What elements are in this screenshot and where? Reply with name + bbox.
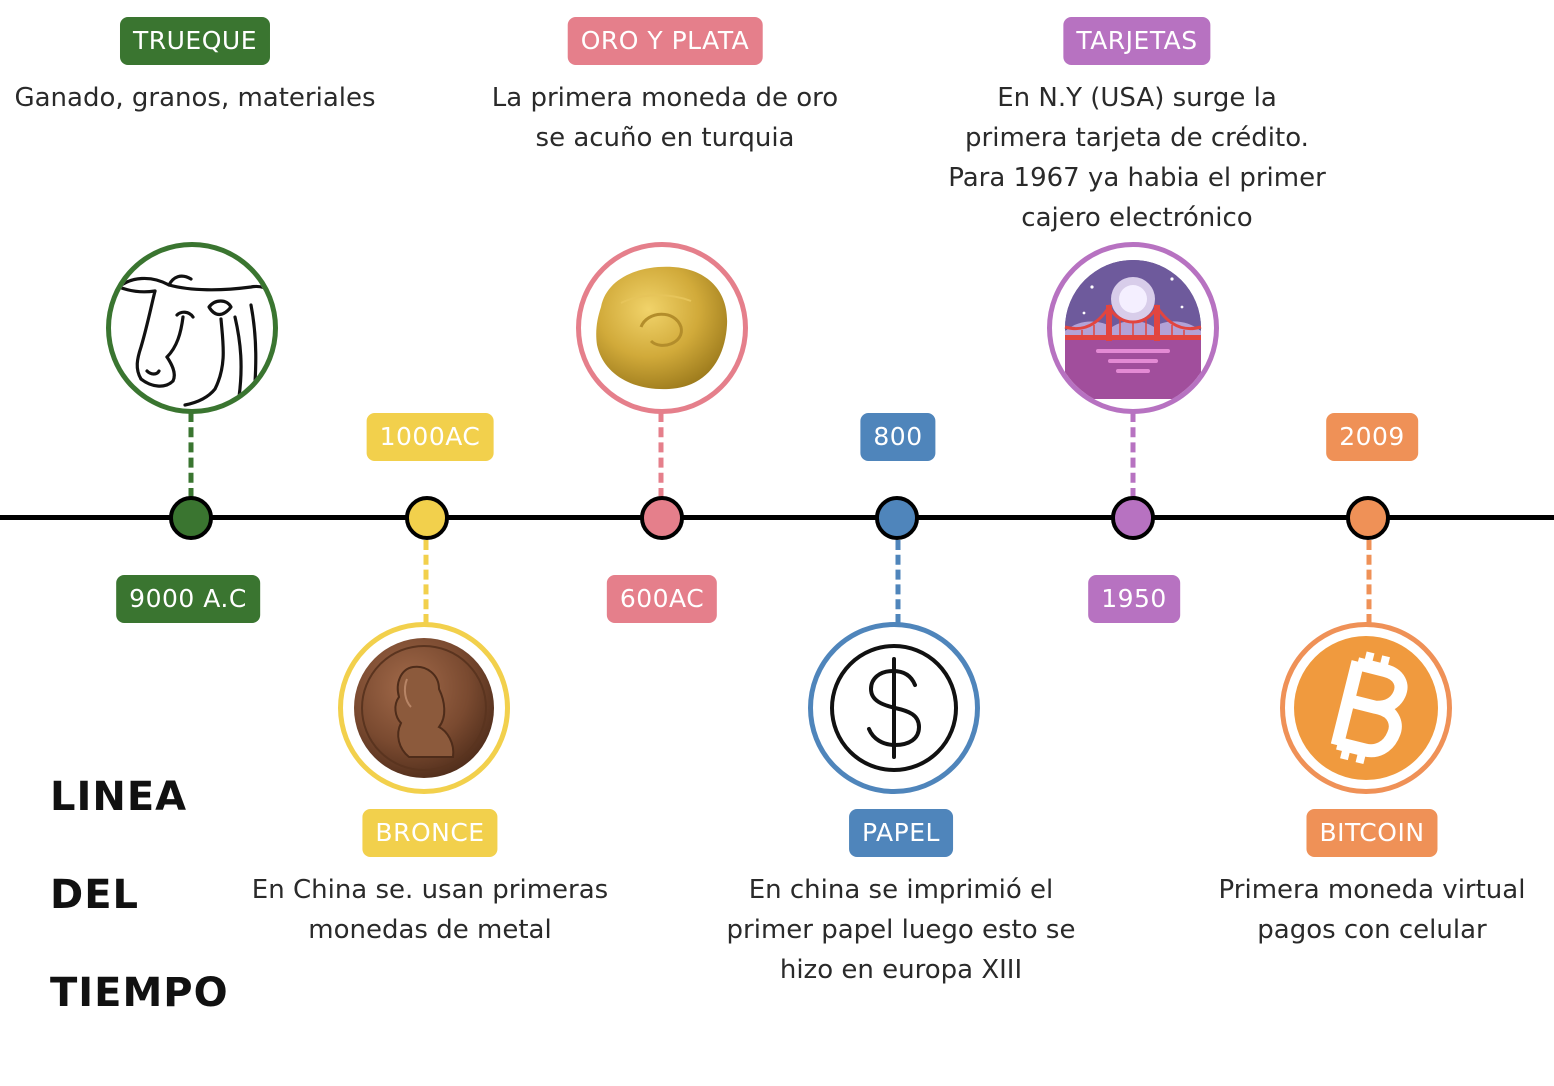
- event-desc-trueque: Ganado, granos, materiales: [14, 83, 376, 113]
- title-line-3: TIEMPO: [50, 970, 229, 1016]
- timeline-dot-oro: [640, 496, 684, 540]
- event-desc-oro: La primera moneda de oro se acuño en tur…: [491, 83, 839, 153]
- connector-papel: [895, 540, 901, 624]
- event-label-papel: PAPEL: [849, 809, 953, 857]
- event-date-tarjetas: 1950: [1088, 575, 1180, 623]
- timeline-dot-tarjetas: [1111, 496, 1155, 540]
- event-desc-tarjetas: En N.Y (USA) surge la primera tarjeta de…: [948, 83, 1326, 233]
- event-label-oro: ORO Y PLATA: [567, 17, 763, 65]
- event-label-bitcoin: BITCOIN: [1306, 809, 1438, 857]
- gold-coin-icon: [576, 242, 748, 414]
- bridge-icon: [1047, 242, 1219, 414]
- timeline-axis: [0, 515, 1554, 520]
- timeline-dot-papel: [875, 496, 919, 540]
- event-desc-papel: En china se imprimió el primer papel lue…: [726, 875, 1076, 985]
- event-label-tarjetas: TARJETAS: [1063, 17, 1211, 65]
- title-line-1: LINEA: [50, 774, 188, 820]
- event-date-papel: 800: [860, 413, 936, 461]
- title-line-2: DEL: [50, 872, 140, 918]
- connector-tarjetas: [1130, 412, 1136, 498]
- bull-icon: [106, 242, 278, 414]
- connector-trueque: [188, 412, 194, 498]
- event-date-bitcoin: 2009: [1326, 413, 1418, 461]
- connector-bronce: [423, 540, 429, 624]
- timeline-dot-bitcoin: [1346, 496, 1390, 540]
- event-label-trueque: TRUEQUE: [119, 17, 271, 65]
- dollar-icon: [808, 622, 980, 794]
- timeline-dot-trueque: [169, 496, 213, 540]
- event-desc-bitcoin: Primera moneda virtual pagos con celular: [1218, 875, 1526, 945]
- bronze-coin-icon: [338, 622, 510, 794]
- connector-oro: [658, 412, 664, 498]
- connector-bitcoin: [1366, 540, 1372, 624]
- event-date-oro: 600AC: [606, 575, 718, 623]
- bitcoin-icon: [1280, 622, 1452, 794]
- event-desc-bronce: En China se. usan primeras monedas de me…: [251, 875, 609, 945]
- timeline-dot-bronce: [405, 496, 449, 540]
- event-date-trueque: 9000 A.C: [116, 575, 260, 623]
- event-date-bronce: 1000AC: [366, 413, 494, 461]
- event-label-bronce: BRONCE: [362, 809, 498, 857]
